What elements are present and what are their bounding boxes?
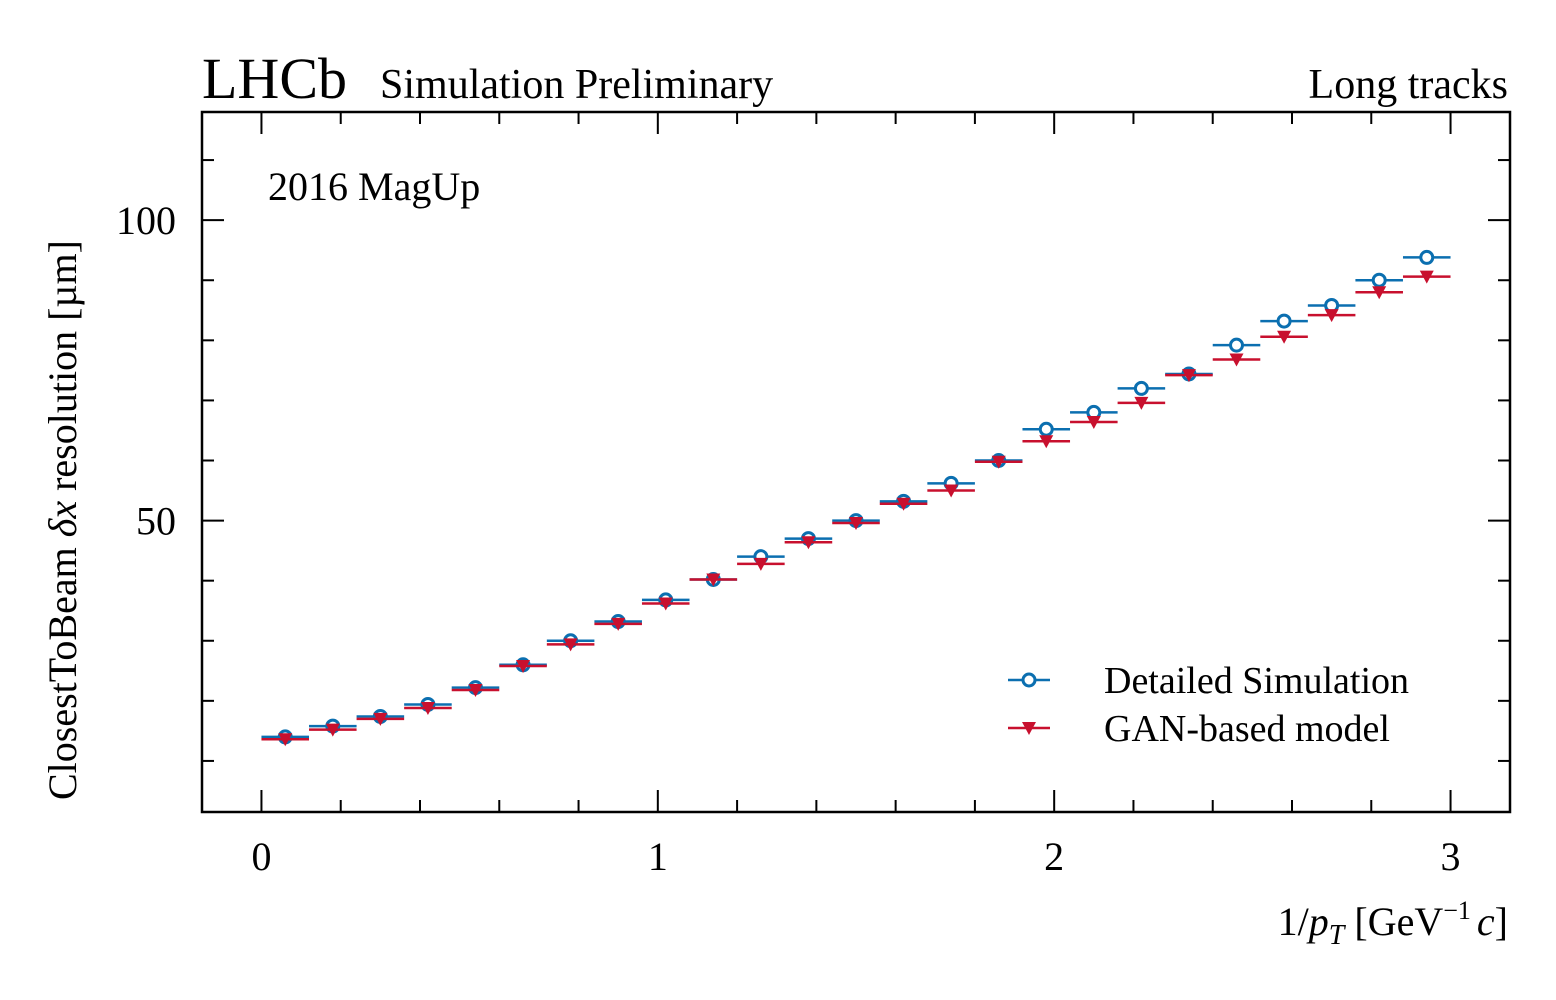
data-point (1229, 337, 1245, 353)
data-point (1229, 353, 1244, 367)
axis-tick-labels: 0 1 2 3 50 100 (116, 198, 1461, 879)
data-point (896, 497, 911, 511)
data-point (611, 617, 626, 631)
axis-ticks (202, 112, 1510, 812)
x-tick-label: 3 (1441, 834, 1461, 879)
data-point (1419, 270, 1434, 284)
data-point (516, 659, 531, 673)
data-point (1371, 272, 1387, 288)
x-tick-label: 2 (1044, 834, 1064, 879)
data-point (1419, 249, 1435, 265)
data-point (1086, 416, 1101, 430)
data-point (658, 597, 673, 611)
x-axis-title-unit-open: [GeV (1344, 899, 1443, 944)
status-label: Simulation Preliminary (380, 62, 773, 108)
x-axis-title: 1/pT [GeV−1 c] (1278, 896, 1508, 951)
y-axis-title-suffix: resolution [µm] (40, 240, 85, 501)
data-point (991, 455, 1006, 469)
data-point (373, 712, 388, 726)
data-point (1276, 313, 1292, 329)
legend-gan-marker (1022, 722, 1036, 735)
x-tick-label: 0 (251, 834, 271, 879)
data-point (1324, 309, 1339, 323)
run-annotation: 2016 MagUp (268, 164, 480, 209)
data-point (801, 536, 816, 550)
selection-label: Long tracks (1309, 62, 1508, 108)
data-point (420, 702, 435, 716)
data-point (1039, 435, 1054, 449)
data-point (468, 684, 483, 698)
legend-sim-label: Detailed Simulation (1104, 660, 1409, 702)
y-tick-label: 50 (136, 499, 176, 544)
y-axis-title: ClosestToBeam δx resolution [µm] (40, 240, 85, 800)
data-point (278, 733, 293, 747)
data-point (1133, 380, 1149, 396)
data-point (706, 573, 721, 587)
experiment-label: LHCb (202, 46, 347, 111)
data-point (1372, 286, 1387, 300)
data-point (1134, 396, 1149, 410)
data-point (325, 723, 340, 737)
x-axis-title-sup: −1 (1443, 896, 1471, 925)
x-axis-title-close: ] (1495, 899, 1508, 944)
data-point (944, 484, 959, 498)
data-point (1181, 369, 1196, 383)
data-point (753, 557, 768, 571)
data-point (563, 638, 578, 652)
legend: Detailed Simulation GAN-based model (1008, 660, 1409, 750)
y-tick-label: 100 (116, 198, 176, 243)
x-axis-title-var: p (1306, 899, 1329, 944)
legend-sim-marker (1021, 672, 1037, 688)
y-axis-title-prefix: ClosestToBeam (40, 537, 85, 800)
plot-frame (200, 110, 1512, 814)
x-tick-label: 1 (648, 834, 668, 879)
y-axis-title-var: δx (40, 501, 85, 538)
legend-gan-label: GAN-based model (1104, 708, 1390, 750)
x-axis-title-c: c (1477, 899, 1495, 944)
x-axis-title-prefix: 1/ (1278, 899, 1310, 944)
series-gan-model (261, 270, 1451, 747)
data-point (1277, 330, 1292, 344)
data-point (849, 516, 863, 530)
data-point (1038, 421, 1054, 437)
x-axis-title-sub: T (1329, 920, 1347, 951)
